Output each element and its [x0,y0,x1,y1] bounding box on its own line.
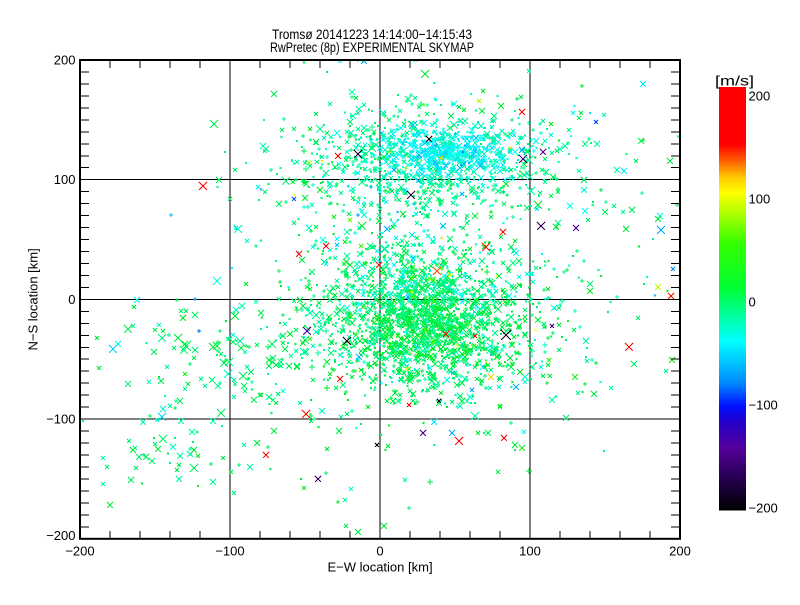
svg-text:N−S location [km]: N−S location [km] [26,248,41,350]
svg-text:200: 200 [749,89,771,104]
svg-text:E−W location [km]: E−W location [km] [327,560,432,575]
svg-text:100: 100 [54,172,76,187]
svg-text:−100: −100 [749,398,778,413]
svg-text:0: 0 [376,544,383,559]
svg-text:0: 0 [749,295,756,310]
svg-text:−200: −200 [46,528,75,543]
svg-text:100: 100 [519,544,541,559]
svg-text:[m/s]: [m/s] [715,73,754,89]
svg-text:Tromsø 20141223 14:14:00−14:15: Tromsø 20141223 14:14:00−14:15:43 [272,26,472,42]
svg-text:200: 200 [669,544,691,559]
svg-text:−200: −200 [749,501,778,516]
svg-text:−100: −100 [46,412,75,427]
svg-text:100: 100 [749,192,771,207]
svg-text:−100: −100 [215,544,244,559]
svg-text:−200: −200 [65,544,94,559]
svg-text:RwPretec (8p) EXPERIMENTAL SKY: RwPretec (8p) EXPERIMENTAL SKYMAP [270,39,474,55]
svg-text:200: 200 [54,53,76,68]
svg-text:0: 0 [68,292,75,307]
